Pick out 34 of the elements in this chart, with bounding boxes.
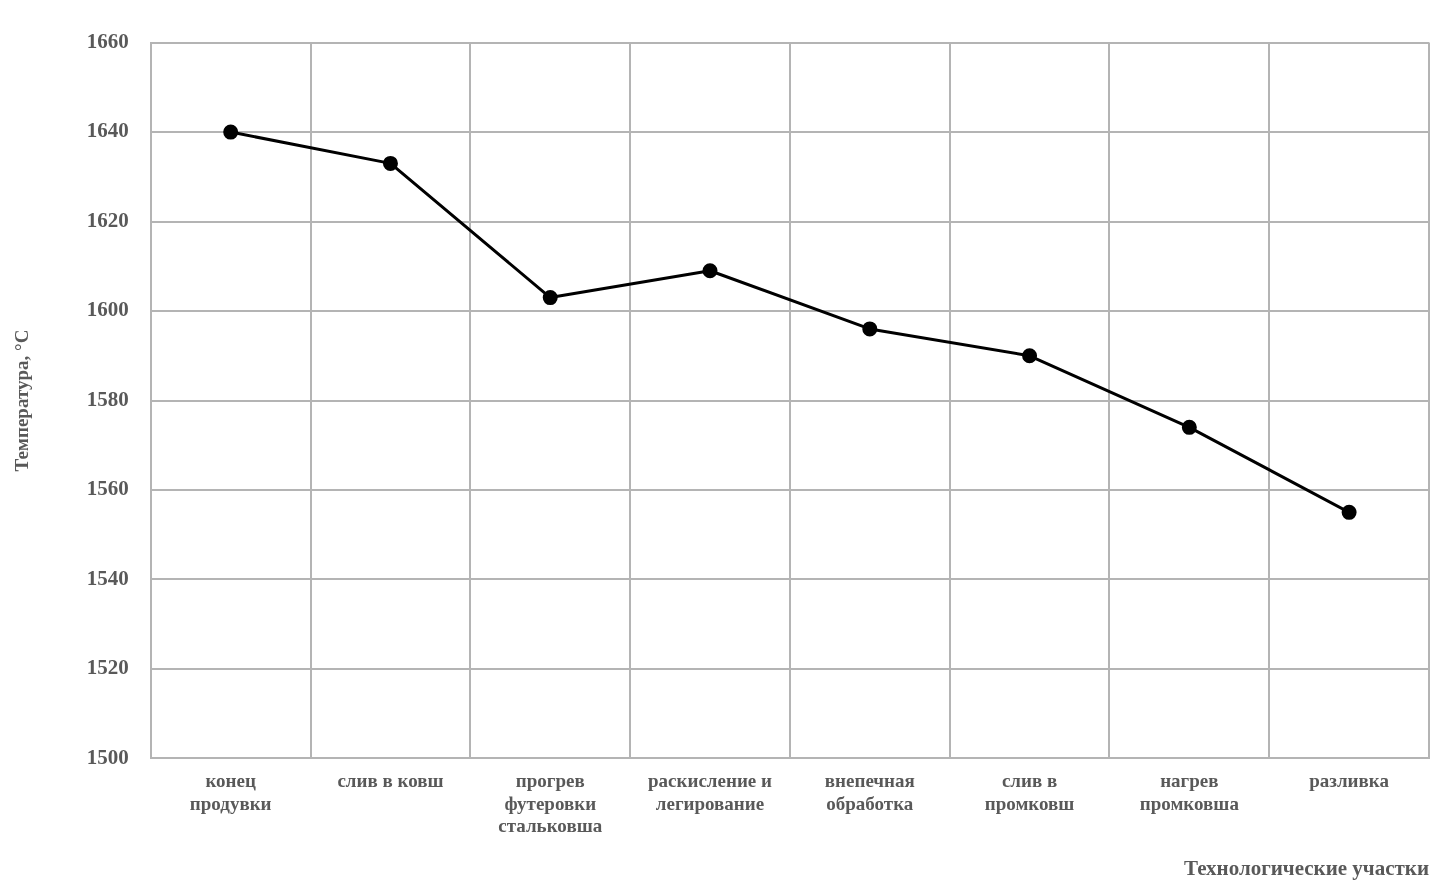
category-label: легирование (655, 792, 765, 814)
point (382, 155, 398, 171)
y-tick-label: 1660 (86, 29, 129, 54)
point (542, 290, 558, 306)
y-tick-label: 1620 (86, 207, 129, 232)
category-label: обработка (826, 792, 914, 814)
y-tick-label: 1640 (86, 118, 129, 143)
category-label: разливка (1309, 769, 1389, 791)
point (223, 124, 239, 140)
x-axis-title: Технологические участки (1183, 855, 1429, 880)
y-axis-title: Температура, °С (11, 329, 33, 472)
y-tick-label: 1540 (86, 565, 129, 590)
category-label: слив в ковш (337, 769, 444, 791)
category-label: конец (205, 769, 256, 791)
category-label: футеровки (504, 792, 597, 814)
category-label: стальковша (498, 815, 603, 837)
category-label: промковша (1139, 792, 1239, 814)
y-tick-label: 1580 (86, 386, 129, 411)
point (1022, 348, 1038, 364)
point (862, 321, 878, 337)
y-tick-label: 1500 (86, 744, 129, 769)
category-label: раскисление и (648, 769, 772, 791)
category-label: продувки (189, 792, 272, 814)
category-label: промковш (984, 792, 1075, 814)
category-label: слив в (1001, 769, 1058, 791)
category-label: нагрев (1160, 769, 1219, 791)
point (1341, 504, 1357, 520)
y-tick-label: 1560 (86, 476, 129, 501)
y-tick-label: 1600 (86, 297, 129, 322)
category-label: прогрев (515, 769, 585, 791)
point (1181, 419, 1197, 435)
point (702, 263, 718, 279)
category-label: внепечная (824, 769, 915, 791)
y-tick-label: 1520 (86, 655, 129, 680)
